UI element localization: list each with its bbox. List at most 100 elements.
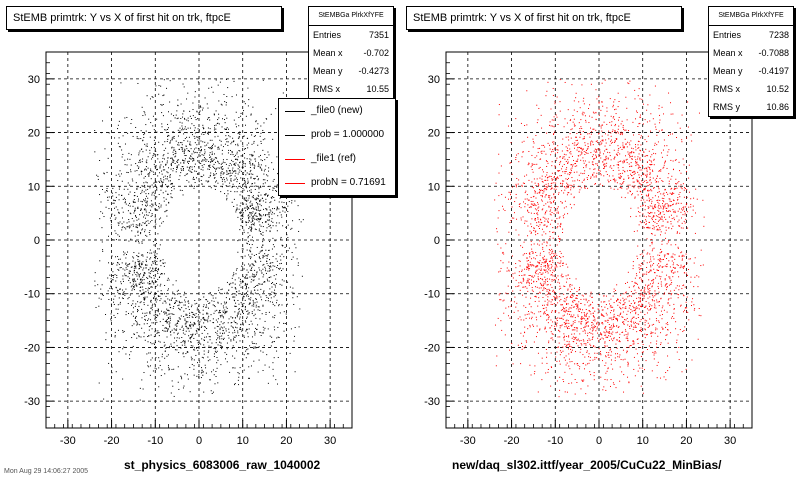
scatter-point [199,138,201,140]
scatter-point [637,126,639,128]
scatter-point [252,162,254,164]
scatter-point [237,156,239,158]
scatter-point [140,209,142,211]
scatter-point [497,317,499,319]
scatter-point [203,339,205,341]
scatter-point [563,126,565,128]
scatter-point [678,285,680,287]
scatter-point [167,309,169,311]
scatter-point [208,166,210,168]
scatter-point [666,287,668,289]
scatter-point [247,221,249,223]
scatter-point [545,260,547,262]
scatter-point [263,263,265,265]
scatter-point [150,178,152,180]
scatter-point [524,206,526,208]
scatter-point [677,182,679,184]
scatter-point [158,335,160,337]
scatter-point [606,173,608,175]
scatter-point [649,179,651,181]
scatter-point [241,209,243,211]
scatter-point [593,164,595,166]
scatter-point [634,303,636,305]
scatter-point [125,267,127,269]
scatter-point [659,212,661,214]
scatter-point [170,299,172,301]
scatter-point [660,281,662,283]
scatter-point [186,98,188,100]
scatter-point [171,190,173,192]
scatter-point [239,150,241,152]
scatter-point [627,296,629,298]
scatter-point [248,220,250,222]
scatter-point [144,312,146,314]
scatter-point [281,279,283,281]
scatter-point [546,290,548,292]
scatter-point [159,181,161,183]
scatter-point [560,325,562,327]
scatter-point [233,170,235,172]
scatter-point [565,299,567,301]
scatter-point [609,306,611,308]
scatter-point [567,343,569,345]
scatter-point [622,316,624,318]
scatter-point [247,105,249,107]
scatter-point [155,342,157,344]
scatter-point [557,149,559,151]
scatter-point [127,251,129,253]
scatter-point [530,374,532,376]
scatter-point [196,177,198,179]
scatter-point [244,157,246,159]
scatter-point [188,166,190,168]
scatter-point [166,186,168,188]
scatter-point [629,184,631,186]
scatter-point [633,323,635,325]
scatter-point [258,228,260,230]
scatter-point [245,170,247,172]
scatter-point [563,337,565,339]
scatter-point [158,203,160,205]
scatter-point [243,197,245,199]
scatter-point [205,336,207,338]
scatter-point [118,222,120,224]
scatter-point [545,188,547,190]
scatter-point [652,148,654,150]
scatter-point [270,262,272,264]
scatter-point [665,207,667,209]
scatter-point [557,346,559,348]
scatter-point [566,313,568,315]
scatter-point [127,204,129,206]
scatter-point [187,321,189,323]
scatter-point [682,254,684,256]
scatter-point [153,139,155,141]
scatter-point [148,173,150,175]
scatter-point [680,217,682,219]
scatter-point [233,156,235,158]
scatter-point [120,194,122,196]
scatter-point [666,243,668,245]
scatter-point [239,212,241,214]
scatter-point [675,159,677,161]
scatter-point [642,123,644,125]
scatter-point [271,291,273,293]
scatter-point [141,379,143,381]
scatter-point [627,361,629,363]
scatter-point [214,188,216,190]
scatter-point [253,142,255,144]
scatter-point [139,399,141,401]
scatter-point [169,176,171,178]
scatter-point [162,155,164,157]
scatter-point [121,156,123,158]
scatter-point [202,374,204,376]
scatter-point [131,325,133,327]
scatter-point [153,129,155,131]
scatter-point [208,176,210,178]
scatter-point [171,329,173,331]
scatter-point [228,283,230,285]
scatter-point [222,323,224,325]
scatter-point [199,312,201,314]
scatter-point [132,205,134,207]
scatter-point [580,388,582,390]
scatter-point [261,272,263,274]
scatter-point [596,352,598,354]
